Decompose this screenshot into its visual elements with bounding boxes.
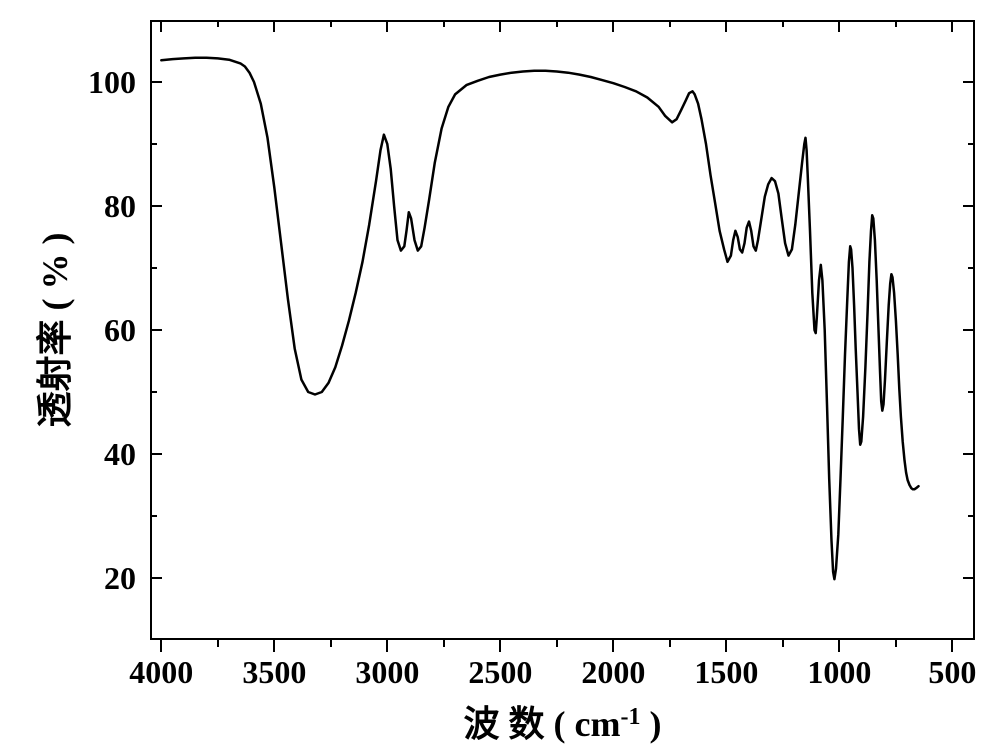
ir-spectrum-chart: 5001000150020002500300035004000 20406080… xyxy=(0,0,1000,756)
x-tick-major xyxy=(612,640,614,652)
x-tick-major-top xyxy=(612,20,614,32)
x-tick-major-top xyxy=(951,20,953,32)
x-tick-major-top xyxy=(838,20,840,32)
x-tick-major-top xyxy=(160,20,162,32)
x-tick-label: 3500 xyxy=(242,654,306,691)
x-tick-major-top xyxy=(273,20,275,32)
y-axis-label-unit: ( % ) xyxy=(35,233,75,311)
y-axis-label-main: 透射率 xyxy=(35,319,75,427)
y-tick-minor-right xyxy=(968,391,975,393)
x-axis-label: 波 数 ( cm-1 ) xyxy=(464,695,662,747)
x-tick-minor-top xyxy=(556,20,558,27)
x-tick-minor xyxy=(782,640,784,647)
x-tick-major-top xyxy=(725,20,727,32)
x-tick-minor-top xyxy=(217,20,219,27)
x-tick-major xyxy=(725,640,727,652)
y-tick-major-right xyxy=(963,453,975,455)
y-tick-minor-right xyxy=(968,515,975,517)
spectrum-line xyxy=(161,58,918,579)
x-tick-minor xyxy=(556,640,558,647)
y-tick-major xyxy=(150,205,162,207)
x-axis-unit-suffix: ) xyxy=(640,704,661,744)
x-tick-major xyxy=(951,640,953,652)
x-tick-label: 2500 xyxy=(468,654,532,691)
y-tick-major-right xyxy=(963,205,975,207)
x-tick-minor xyxy=(895,640,897,647)
y-tick-major-right xyxy=(963,577,975,579)
x-tick-minor xyxy=(443,640,445,647)
x-tick-label: 500 xyxy=(928,654,976,691)
y-tick-major xyxy=(150,453,162,455)
x-tick-major xyxy=(273,640,275,652)
x-tick-label: 3000 xyxy=(355,654,419,691)
x-tick-major-top xyxy=(386,20,388,32)
x-tick-minor-top xyxy=(443,20,445,27)
x-tick-minor xyxy=(669,640,671,647)
x-tick-label: 4000 xyxy=(129,654,193,691)
x-tick-label: 1000 xyxy=(807,654,871,691)
x-tick-label: 2000 xyxy=(581,654,645,691)
y-tick-minor-right xyxy=(968,267,975,269)
x-axis-label-main: 波 数 xyxy=(464,704,545,744)
x-tick-major xyxy=(838,640,840,652)
x-tick-minor xyxy=(330,640,332,647)
x-tick-minor-top xyxy=(782,20,784,27)
x-tick-minor-top xyxy=(330,20,332,27)
y-tick-minor xyxy=(150,143,157,145)
x-tick-major-top xyxy=(499,20,501,32)
y-tick-major xyxy=(150,81,162,83)
y-tick-major-right xyxy=(963,81,975,83)
y-tick-minor-right xyxy=(968,143,975,145)
x-tick-minor xyxy=(217,640,219,647)
x-axis-unit-prefix: ( cm xyxy=(554,704,621,744)
x-tick-major xyxy=(160,640,162,652)
x-tick-label: 1500 xyxy=(694,654,758,691)
y-axis-label: 透射率 ( % ) xyxy=(26,233,78,428)
y-tick-minor xyxy=(150,267,157,269)
x-tick-major xyxy=(499,640,501,652)
x-tick-minor-top xyxy=(669,20,671,27)
y-tick-major xyxy=(150,577,162,579)
y-tick-major xyxy=(150,329,162,331)
y-tick-minor xyxy=(150,391,157,393)
y-tick-minor xyxy=(150,515,157,517)
x-axis-unit-sup: -1 xyxy=(620,704,640,730)
y-tick-major-right xyxy=(963,329,975,331)
x-tick-major xyxy=(386,640,388,652)
x-tick-minor-top xyxy=(895,20,897,27)
